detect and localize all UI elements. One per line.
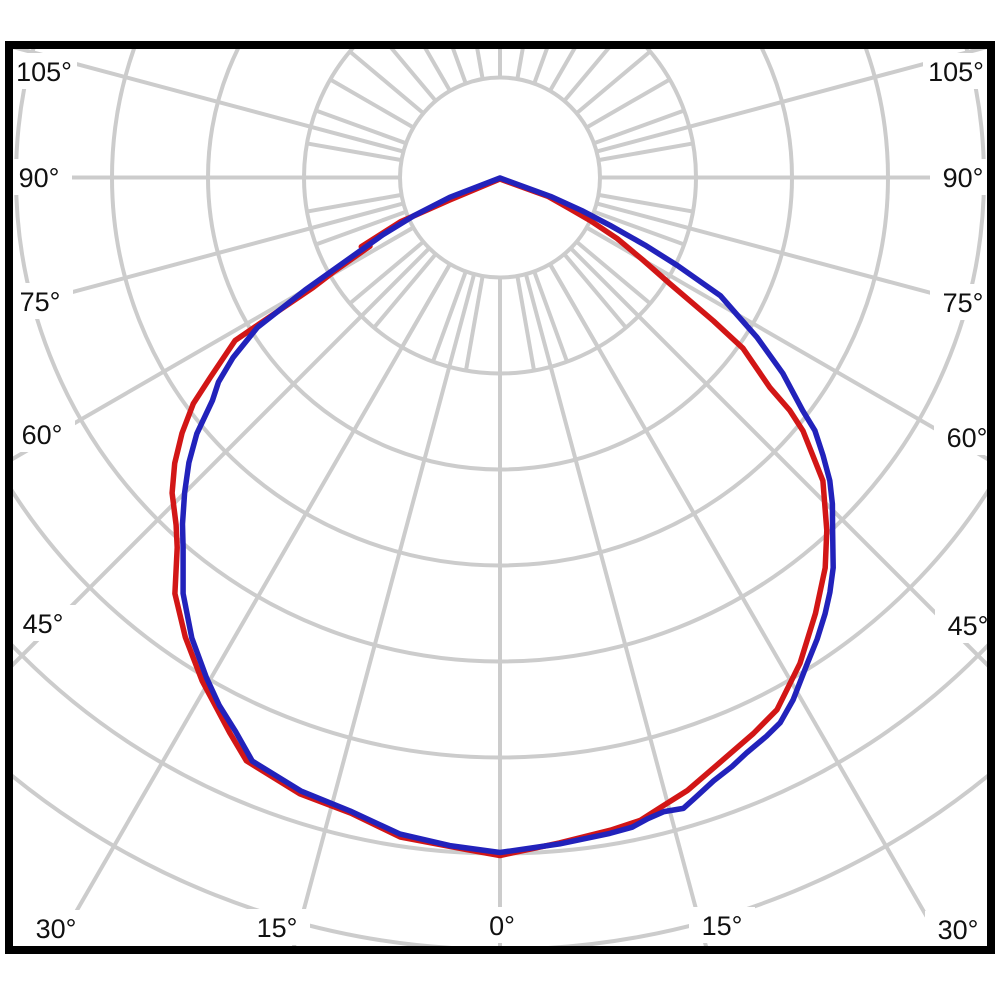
angle-label: 90° xyxy=(943,163,984,193)
grid-main-spoke xyxy=(523,273,708,946)
grid-fan-spoke xyxy=(598,192,694,214)
grid-fan-spoke xyxy=(575,240,652,306)
grid-main-spoke xyxy=(596,201,987,311)
angle-label: 75° xyxy=(943,288,984,318)
grid-fan-spoke xyxy=(598,141,694,163)
angle-label: 15° xyxy=(257,913,298,943)
grid-fan-spoke xyxy=(475,49,485,80)
angle-label: 105° xyxy=(16,57,72,87)
angle-label: 105° xyxy=(928,57,984,87)
angle-label-mask xyxy=(23,910,89,946)
grid-fan-spoke xyxy=(306,192,402,214)
grid-main-spoke xyxy=(596,49,987,154)
grid-fan-spoke xyxy=(389,49,438,103)
grid-main-spoke xyxy=(292,273,477,946)
angle-label: 60° xyxy=(947,423,988,453)
angle-label-mask xyxy=(7,283,73,319)
angle-label: 45° xyxy=(23,609,64,639)
intensity-curves xyxy=(169,175,836,859)
grid-fan-spoke xyxy=(329,77,415,130)
angle-label-mask xyxy=(244,909,310,945)
grid-main-spoke xyxy=(13,246,431,668)
angle-label-mask xyxy=(925,911,991,947)
grid-fan-spoke xyxy=(585,77,671,130)
angle-label: 0° xyxy=(489,911,515,941)
angle-label: 30° xyxy=(36,914,77,944)
grid-main-spoke xyxy=(53,263,452,946)
angle-labels: 105° 90° 75° 60° 45° 105° 90° 75° 60° 45° 30° 15° 0°… xyxy=(6,53,1000,947)
grid-fan-spoke xyxy=(315,209,407,247)
grid-fan-spoke xyxy=(532,49,549,85)
grid-fan-spoke xyxy=(593,108,685,146)
grid-fan-spoke xyxy=(562,252,628,329)
grid-fan-spoke xyxy=(451,49,468,85)
grid-main-spoke xyxy=(569,246,987,668)
angle-label-mask xyxy=(689,907,755,943)
angle-label-mask xyxy=(923,53,989,89)
angle-label: 75° xyxy=(20,287,61,317)
grid-fan-spoke xyxy=(515,275,537,371)
angle-label-mask xyxy=(930,159,996,195)
angle-label-mask xyxy=(10,605,76,641)
angle-label-mask xyxy=(11,53,77,89)
grid-fan-spoke xyxy=(348,240,425,306)
grid-fan-spoke xyxy=(548,49,577,92)
angle-label: 45° xyxy=(948,611,989,641)
curve-red-path xyxy=(169,176,830,859)
grid-fan-spoke xyxy=(423,49,452,92)
grid-main-spoke xyxy=(548,263,947,946)
grid-main-spoke xyxy=(13,49,404,154)
grid-fan-spoke xyxy=(593,209,685,247)
plot-border xyxy=(5,41,995,954)
angle-label: 90° xyxy=(19,163,60,193)
grid-fan-spoke xyxy=(348,49,425,115)
angle-label: 30° xyxy=(938,915,979,945)
grid-main-spoke xyxy=(13,201,404,311)
grid-fan-spoke xyxy=(532,270,569,363)
angle-label: 15° xyxy=(702,911,743,941)
grid-fan-spoke xyxy=(515,49,525,80)
angle-label-mask xyxy=(9,416,75,452)
grid-fan-spoke xyxy=(315,108,407,146)
curve-blue-path xyxy=(179,175,836,856)
angle-label-mask xyxy=(930,284,996,320)
grid-fan-spoke xyxy=(306,141,402,163)
grid-fan-spoke xyxy=(575,49,652,115)
grid-fan-spoke xyxy=(562,49,611,103)
grid-fan-spoke xyxy=(431,270,468,363)
grid-fan-spoke xyxy=(372,252,438,329)
angle-label-mask xyxy=(469,907,535,943)
angle-label-mask xyxy=(6,159,72,195)
grid-fan-spoke xyxy=(463,275,485,371)
angle-label: 60° xyxy=(22,420,63,450)
